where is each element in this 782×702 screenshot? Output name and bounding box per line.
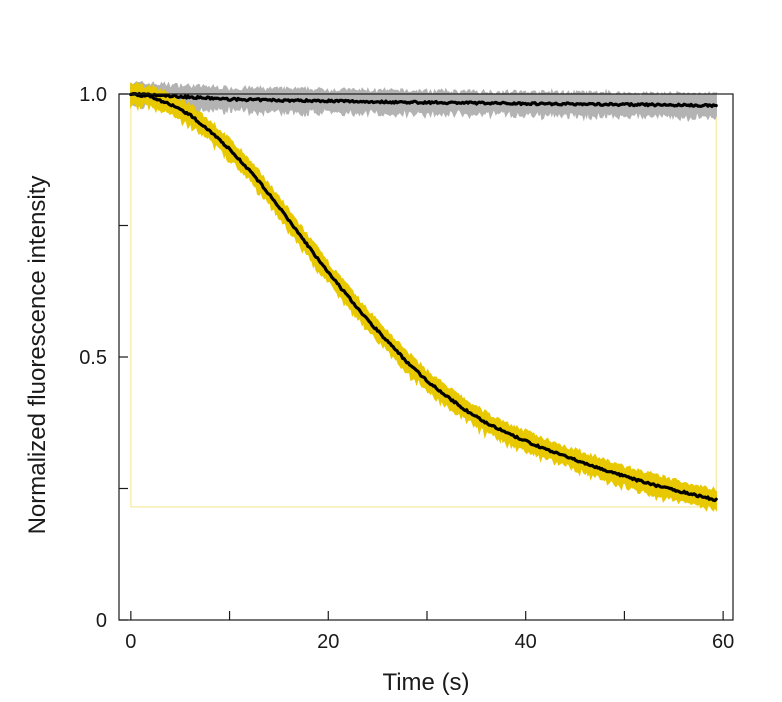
line-layer	[129, 91, 718, 503]
y-tick-label: 0	[96, 610, 107, 632]
x-tick-label: 20	[317, 631, 339, 653]
tick-layer: 0 20 40 60 0 0.5 1.0	[79, 84, 734, 653]
guide-box	[130, 93, 717, 508]
y-axis-title: Normalized fluorescence intensity	[24, 176, 51, 535]
series-2-line	[129, 92, 718, 503]
y-tick-label: 0.5	[79, 347, 107, 369]
series-2-band	[130, 82, 717, 512]
plot-frame	[118, 93, 734, 621]
guide-box-layer	[130, 93, 717, 508]
series-1-line	[129, 91, 718, 109]
x-tick-label: 40	[515, 631, 537, 653]
y-tick-label: 1.0	[79, 84, 107, 106]
x-axis-title: Time (s)	[382, 669, 469, 696]
x-tick-label: 60	[712, 631, 734, 653]
band-layer	[130, 80, 717, 512]
x-tick-label: 0	[125, 631, 136, 653]
